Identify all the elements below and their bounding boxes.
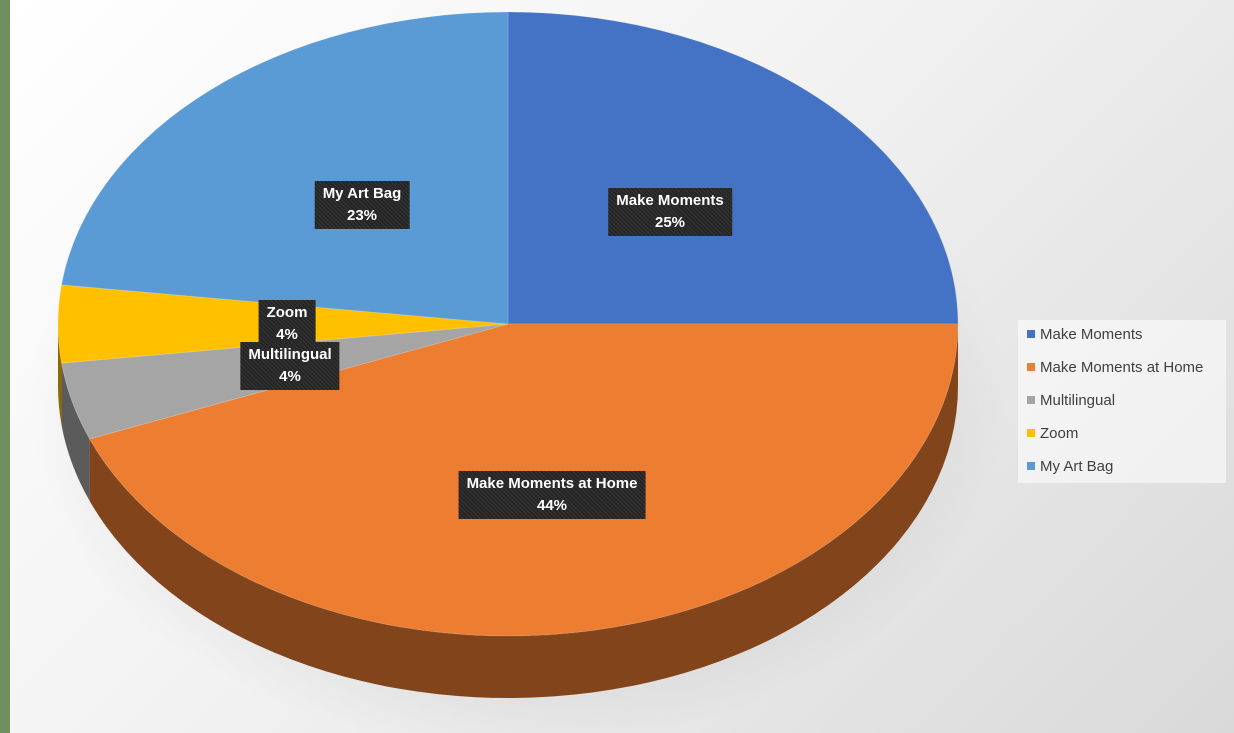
data-label-value: 4% xyxy=(279,368,301,385)
pie-side-walls xyxy=(58,324,959,699)
pie-side-multilingual xyxy=(61,363,90,501)
pie-slice-my-art-bag[interactable] xyxy=(60,11,509,325)
data-label-make-moments-at-home: Make Moments at Home 44% xyxy=(458,471,646,519)
legend-item-my-art-bag[interactable]: My Art Bag xyxy=(1027,457,1113,477)
chart-legend: Make Moments Make Moments at Home Multilin… xyxy=(1018,320,1226,483)
legend-label: Make Moments xyxy=(1040,326,1143,343)
data-label-value: 4% xyxy=(276,326,298,343)
data-label-category: Make Moments xyxy=(616,192,724,209)
legend-item-multilingual[interactable]: Multilingual xyxy=(1027,391,1115,411)
pie-side-make-moments-at-home xyxy=(89,324,959,699)
data-label-value: 23% xyxy=(346,207,378,224)
legend-item-make-moments-at-home[interactable]: Make Moments at Home xyxy=(1027,358,1203,378)
data-label-category: Multilingual xyxy=(248,346,332,363)
pie-top xyxy=(57,11,959,637)
pie-chart xyxy=(28,11,1008,733)
data-label-category: Zoom xyxy=(266,304,308,321)
data-label-value: 25% xyxy=(654,214,686,231)
data-label-my-art-bag: My Art Bag 23% xyxy=(314,181,410,229)
pie-slice-make-moments[interactable] xyxy=(507,11,959,325)
legend-swatch xyxy=(1027,429,1035,437)
legend-label: My Art Bag xyxy=(1040,458,1114,475)
data-label-category: Make Moments at Home xyxy=(466,475,638,492)
legend-label: Zoom xyxy=(1040,425,1079,442)
legend-label: Make Moments at Home xyxy=(1040,359,1204,376)
pie-side-zoom xyxy=(58,324,62,426)
data-label-zoom: Zoom 4% xyxy=(258,300,316,348)
data-label-category: My Art Bag xyxy=(322,185,402,202)
chart-area: Make Moments 25% Make Moments at Home 44% Mu… xyxy=(10,0,1234,733)
legend-swatch xyxy=(1027,363,1035,371)
data-label-multilingual: Multilingual 4% xyxy=(240,342,340,390)
legend-item-zoom[interactable]: Zoom xyxy=(1027,424,1078,444)
legend-label: Multilingual xyxy=(1040,392,1116,409)
data-label-value: 44% xyxy=(536,497,568,514)
legend-item-make-moments[interactable]: Make Moments xyxy=(1027,325,1143,345)
legend-swatch xyxy=(1027,330,1035,338)
legend-swatch xyxy=(1027,462,1035,470)
legend-swatch xyxy=(1027,396,1035,404)
data-label-make-moments: Make Moments 25% xyxy=(608,188,732,236)
